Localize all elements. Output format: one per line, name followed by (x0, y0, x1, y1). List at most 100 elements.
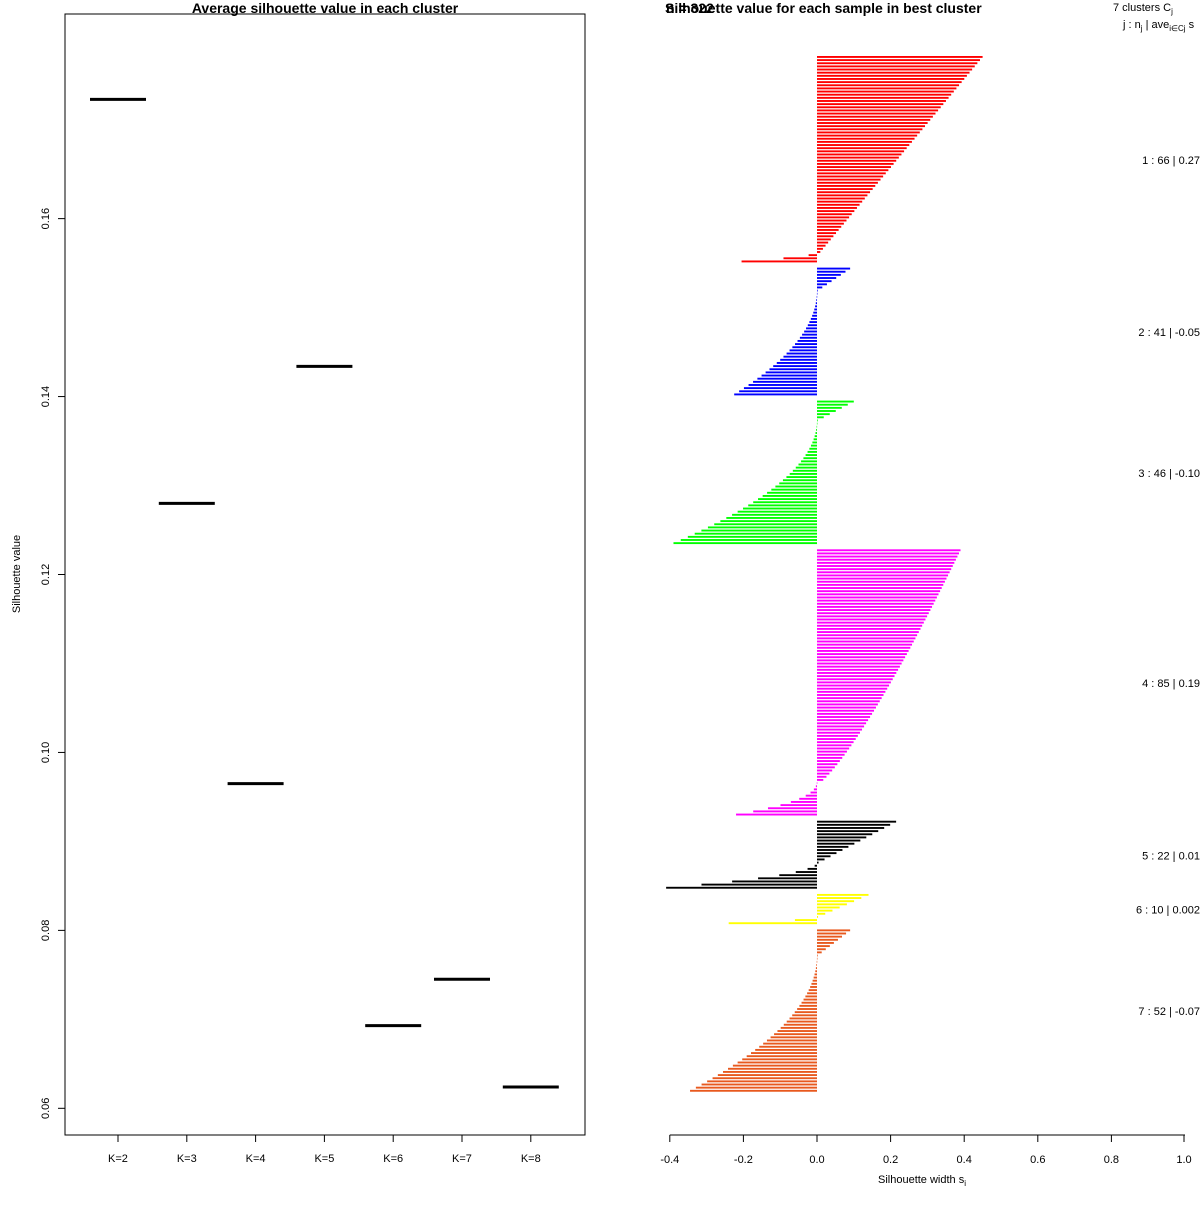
silhouette-bar (817, 238, 831, 241)
silhouette-bar (817, 712, 873, 715)
silhouette-bar (701, 1083, 817, 1086)
silhouette-bar (775, 485, 817, 488)
silhouette-bar (817, 646, 911, 649)
silhouette-bar (817, 929, 851, 932)
silhouette-bar (817, 219, 847, 222)
silhouette-bar (769, 368, 817, 371)
silhouette-bar (816, 422, 818, 425)
silhouette-bar (817, 833, 873, 836)
silhouette-bar (805, 995, 817, 998)
silhouette-bar (817, 277, 837, 279)
silhouette-bar (783, 355, 817, 358)
silhouette-bar (817, 419, 818, 422)
silhouette-bar (789, 472, 817, 475)
silhouette-bar (817, 687, 888, 690)
silhouette-bar (817, 760, 840, 762)
silhouette-bar (794, 919, 817, 922)
right-x-tick-label: -0.4 (660, 1154, 679, 1166)
silhouette-bar (790, 801, 817, 803)
silhouette-bar (817, 634, 918, 637)
silhouette-bar (817, 574, 949, 577)
silhouette-bar (817, 778, 824, 781)
silhouette-bar (817, 106, 941, 109)
silhouette-bar (817, 191, 871, 194)
silhouette-bar (801, 460, 817, 463)
silhouette-bar (817, 286, 823, 289)
silhouette-bar (817, 624, 923, 627)
silhouette-bar (817, 131, 920, 134)
silhouette-bar (795, 871, 817, 873)
left-y-tick-label: 0.14 (40, 386, 52, 407)
silhouette-bar (817, 552, 959, 555)
silhouette-bar (817, 756, 843, 759)
silhouette-bar (732, 880, 817, 883)
cluster-summary-label: 4 : 85 | 0.19 (1142, 678, 1200, 690)
silhouette-bar (817, 951, 822, 954)
left-x-tick-label: K=4 (246, 1153, 266, 1165)
silhouette-bar (817, 270, 846, 273)
cluster-summary-label: 2 : 41 | -0.05 (1138, 327, 1200, 339)
silhouette-bar (666, 886, 817, 889)
silhouette-bar (817, 656, 906, 659)
silhouette-bar (817, 74, 967, 77)
silhouette-bar (817, 596, 937, 599)
silhouette-bar (765, 371, 817, 374)
silhouette-bar (816, 292, 818, 295)
silhouette-bar (817, 194, 868, 197)
cluster-summary-labels: 1 : 66 | 0.27 2 : 41 | -0.05 3 : 46 | -0.1… (1136, 155, 1200, 1018)
silhouette-bar (816, 960, 818, 963)
silhouette-bar (789, 1017, 817, 1020)
silhouette-bar (707, 1080, 817, 1083)
cluster-summary-label: 7 : 52 | -0.07 (1138, 1006, 1200, 1018)
silhouette-bar (726, 517, 817, 519)
silhouette-bar (795, 466, 817, 469)
silhouette-bar (817, 78, 965, 80)
silhouette-bar (817, 59, 980, 62)
cluster-header-line-2-main: j : n (1122, 19, 1141, 31)
silhouette-bar (777, 1030, 817, 1032)
cluster-header-line-1-sub: j (1170, 7, 1173, 16)
silhouette-bar (748, 384, 817, 386)
silhouette-bar (742, 1058, 817, 1061)
silhouette-bar (817, 631, 919, 634)
right-title-overlap: n = 322 (666, 0, 714, 16)
silhouette-bar (753, 810, 817, 813)
silhouette-bar (817, 935, 843, 938)
cluster-summary-label: 5 : 22 | 0.01 (1142, 850, 1200, 862)
silhouette-bar (817, 900, 855, 903)
silhouette-bar (817, 694, 884, 696)
silhouette-bar (817, 621, 924, 624)
right-x-axis: -0.4 -0.2 0.0 0.2 0.4 0.6 0.8 1.0 (660, 1134, 1192, 1166)
silhouette-bar (817, 200, 863, 203)
silhouette-bar (817, 400, 854, 403)
silhouette-bar (817, 830, 879, 833)
silhouette-bar (816, 957, 818, 960)
silhouette-bar (817, 612, 929, 615)
left-y-tick-label: 0.12 (40, 564, 52, 585)
silhouette-bar (817, 410, 836, 412)
silhouette-bar (817, 197, 865, 200)
silhouette-bar (748, 504, 817, 507)
silhouette-bar (817, 618, 926, 621)
silhouette-bar (817, 750, 847, 753)
silhouette-bar (817, 144, 910, 146)
silhouette-bar (817, 109, 939, 112)
silhouette-bar (767, 491, 817, 494)
silhouette-bar (817, 403, 848, 406)
silhouette-bar (817, 207, 857, 209)
silhouette-bar (809, 447, 817, 450)
left-y-tick-label: 0.16 (40, 208, 52, 229)
right-x-tick-label: 0.2 (883, 1154, 898, 1166)
silhouette-bar (817, 716, 871, 718)
silhouette-bar (817, 593, 939, 596)
silhouette-bar (717, 1074, 817, 1077)
silhouette-bar (810, 317, 817, 320)
silhouette-bar (817, 565, 953, 567)
silhouette-bar (794, 1011, 817, 1014)
right-x-tick-label: 0.0 (809, 1154, 824, 1166)
silhouette-bar (815, 305, 817, 308)
silhouette-bar (817, 134, 918, 137)
silhouette-bar (817, 549, 961, 552)
silhouette-bar (817, 681, 891, 684)
